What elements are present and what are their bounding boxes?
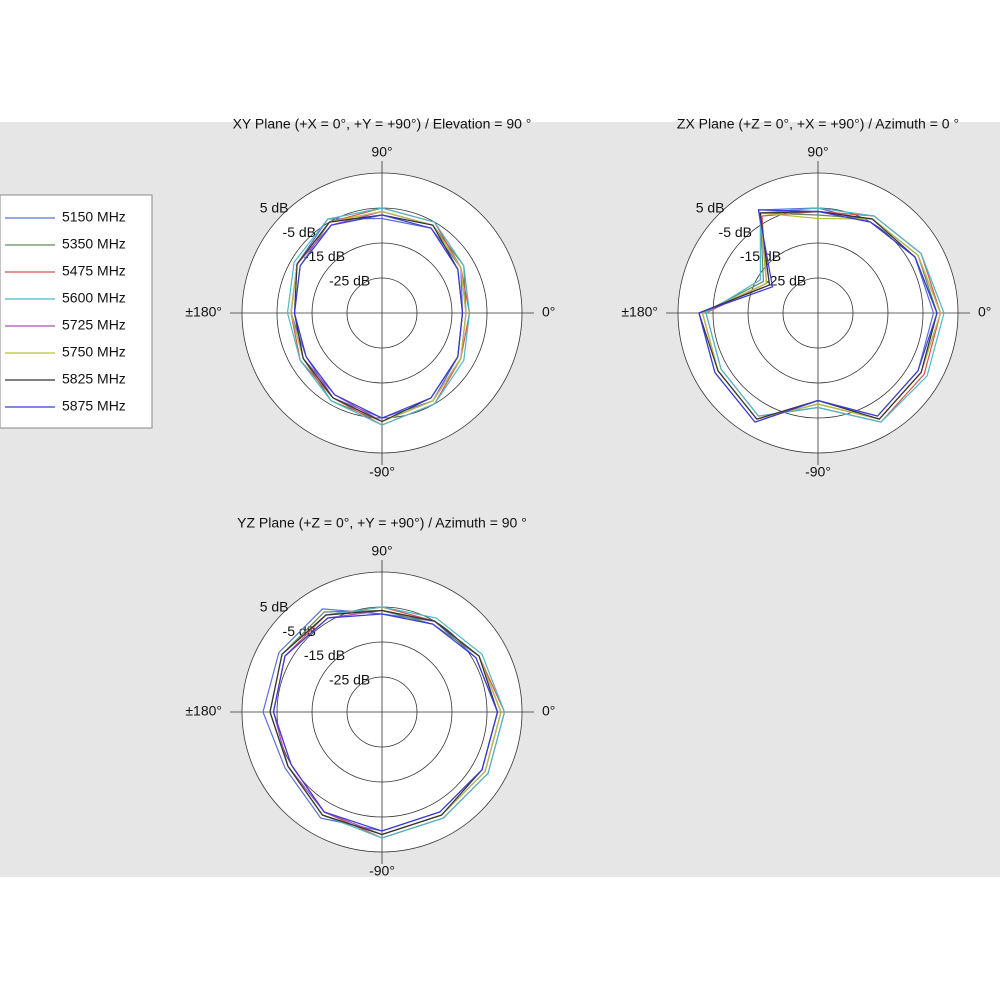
legend-label: 5725 MHz	[62, 317, 126, 333]
theta-tick-label: 0°	[542, 703, 555, 719]
legend-label: 5600 MHz	[62, 290, 126, 306]
theta-tick-label: 90°	[807, 144, 828, 160]
theta-tick-label: 90°	[371, 543, 392, 559]
r-tick-label: -15 dB	[304, 248, 345, 264]
r-tick-label: -5 dB	[283, 224, 316, 240]
pattern-line	[272, 613, 499, 832]
chart-title: ZX Plane (+Z = 0°, +X = +90°) / Azimuth …	[677, 116, 959, 132]
theta-tick-label: -90°	[369, 863, 395, 879]
legend-label: 5750 MHz	[62, 344, 126, 360]
chart-title: XY Plane (+X = 0°, +Y = +90°) / Elevatio…	[233, 116, 532, 132]
pattern-line	[705, 207, 945, 423]
theta-tick-label: 90°	[371, 144, 392, 160]
r-tick-label: -15 dB	[304, 647, 345, 663]
theta-tick-label: -90°	[805, 464, 831, 480]
theta-tick-label: 0°	[542, 304, 555, 320]
theta-tick-label: ±180°	[185, 304, 222, 320]
legend-label: 5475 MHz	[62, 263, 126, 279]
pattern-line	[269, 609, 499, 836]
legend-label: 5825 MHz	[62, 371, 126, 387]
r-tick-label: -5 dB	[719, 224, 752, 240]
chart-title: YZ Plane (+Z = 0°, +Y = +90°) / Azimuth …	[237, 515, 527, 531]
theta-tick-label: ±180°	[185, 703, 222, 719]
r-tick-label: 5 dB	[696, 200, 725, 216]
legend-label: 5150 MHz	[62, 209, 126, 225]
legend-label: 5875 MHz	[62, 398, 126, 414]
theta-tick-label: -90°	[369, 464, 395, 480]
r-tick-label: 5 dB	[260, 200, 289, 216]
legend-box	[0, 194, 153, 429]
pattern-line	[698, 209, 938, 423]
theta-tick-label: 0°	[978, 304, 991, 320]
pattern-line	[286, 207, 471, 426]
r-tick-label: 5 dB	[260, 599, 289, 615]
legend-label: 5350 MHz	[62, 236, 126, 252]
r-tick-label: -25 dB	[765, 272, 806, 288]
r-tick-label: -25 dB	[329, 671, 370, 687]
r-tick-label: -25 dB	[329, 272, 370, 288]
r-tick-label: -5 dB	[283, 623, 316, 639]
pattern-line	[293, 214, 464, 419]
theta-tick-label: ±180°	[621, 304, 658, 320]
